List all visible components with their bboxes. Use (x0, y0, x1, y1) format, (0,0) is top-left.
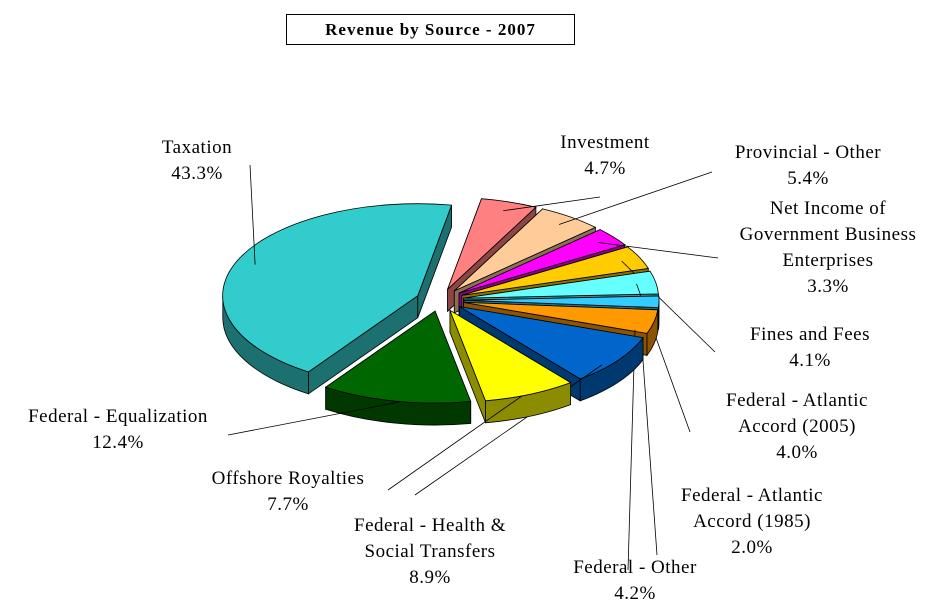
value-label: 43.3% (171, 163, 223, 184)
value-label: 7.7% (267, 494, 309, 515)
leader-line (387, 395, 523, 491)
slice-label: Offshore Royalties 7.7% (188, 466, 388, 518)
slice (458, 229, 626, 294)
slice (449, 309, 572, 402)
leader-line (249, 164, 256, 265)
slice-label: Federal - Equalization 12.4% (8, 404, 228, 456)
slice (222, 203, 453, 373)
slice-label: Net Income of Government Business Enterp… (721, 196, 934, 300)
value-label: 3.3% (807, 276, 849, 297)
slice (447, 198, 537, 290)
leader-line (227, 401, 400, 436)
value-label: 12.4% (92, 432, 144, 453)
slice (454, 208, 597, 292)
leader-line (597, 242, 719, 259)
slice-label: Federal - Atlantic Accord (1985) 2.0% (657, 483, 847, 561)
value-label: 4.2% (614, 583, 656, 604)
value-label: 4.7% (584, 158, 626, 179)
slice (461, 246, 649, 296)
slice-label: Taxation 43.3% (137, 135, 257, 187)
value-label: 5.4% (787, 168, 829, 189)
value-label: 4.1% (789, 350, 831, 371)
slice (324, 310, 472, 404)
slice-label: Federal - Health & Social Transfers 8.9% (335, 513, 525, 591)
slice-label: Fines and Fees 4.1% (730, 322, 890, 374)
slice-label: Investment 4.7% (540, 130, 670, 182)
slice (463, 302, 659, 334)
leader-line (558, 171, 713, 225)
value-label: 8.9% (409, 567, 451, 588)
value-label: 4.0% (776, 442, 818, 463)
slice-label: Federal - Atlantic Accord (2005) 4.0% (702, 388, 892, 466)
slice-label: Federal - Other 4.2% (550, 555, 720, 607)
leader-line (503, 196, 601, 212)
slice (463, 270, 659, 299)
chart-title: Revenue by Source - 2007 (286, 14, 575, 45)
slice-label: Provincial - Other 5.4% (713, 140, 903, 192)
slice (463, 295, 660, 309)
value-label: 2.0% (731, 537, 773, 558)
